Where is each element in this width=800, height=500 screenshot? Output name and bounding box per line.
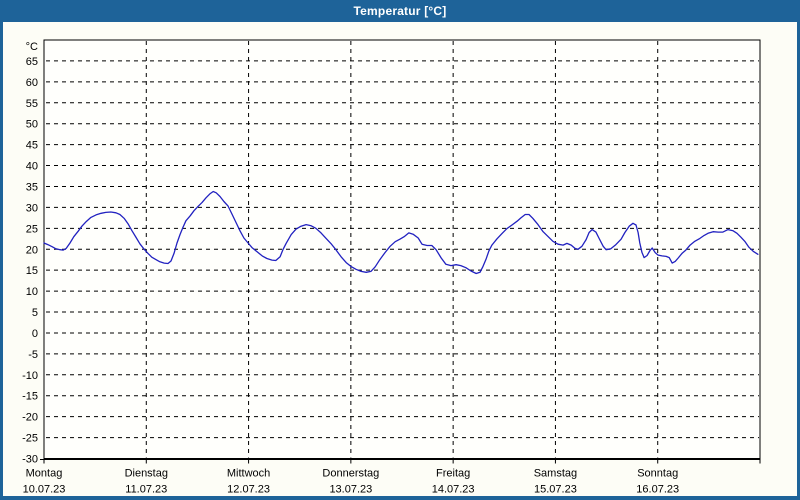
y-axis-tick-label: -5 <box>28 349 38 361</box>
window-title: Temperatur [°C] <box>353 4 447 18</box>
y-axis-unit-label: °C <box>26 41 38 53</box>
x-axis-day-label: Samstag <box>534 468 577 480</box>
x-axis-date-label: 14.07.23 <box>432 484 475 496</box>
x-axis-day-label: Donnerstag <box>322 468 379 480</box>
x-axis-day-label: Freitag <box>436 468 470 480</box>
y-axis-tick-label: -30 <box>22 454 38 466</box>
y-axis-tick-label: 60 <box>26 77 38 89</box>
y-axis-tick-label: -20 <box>22 412 38 424</box>
x-axis-date-label: 16.07.23 <box>636 484 679 496</box>
window-titlebar[interactable]: Temperatur [°C] <box>3 0 797 22</box>
x-axis-day-label: Mittwoch <box>227 468 270 480</box>
y-axis-tick-label: 0 <box>32 328 38 340</box>
x-axis-date-label: 10.07.23 <box>23 484 66 496</box>
x-axis-day-label: Montag <box>26 468 63 480</box>
y-axis-tick-label: 15 <box>26 265 38 277</box>
y-axis-tick-label: 25 <box>26 223 38 235</box>
y-axis-tick-label: 55 <box>26 98 38 110</box>
x-axis-date-label: 12.07.23 <box>227 484 270 496</box>
x-axis-date-label: 15.07.23 <box>534 484 577 496</box>
x-axis-date-label: 11.07.23 <box>125 484 167 496</box>
plot-frame <box>43 39 761 459</box>
y-axis-tick-label: 30 <box>26 202 38 214</box>
y-axis-tick-label: -25 <box>22 433 38 445</box>
y-axis-tick-label: 10 <box>26 286 38 298</box>
temperature-curve <box>43 190 759 275</box>
y-axis-tick-label: 5 <box>32 307 38 319</box>
y-axis-tick-label: 40 <box>26 161 38 173</box>
y-axis-tick-label: -10 <box>22 370 38 382</box>
y-axis-tick-label: 50 <box>26 119 38 131</box>
y-axis-tick-label: -15 <box>22 391 38 403</box>
temperature-chart: °C65605550454035302520151050-5-10-15-20-… <box>22 39 761 496</box>
y-axis-tick-label: 35 <box>26 181 38 193</box>
y-axis-tick-label: 20 <box>26 244 38 256</box>
x-axis-date-label: 13.07.23 <box>329 484 372 496</box>
y-axis-tick-label: 45 <box>26 140 38 152</box>
x-axis-day-label: Sonntag <box>637 468 678 480</box>
chart-area: °C 65 60 55 50 45 40 35 30 25 20 15 10 5 0 -5 -10 -15 -20-… <box>3 22 797 496</box>
y-axis-tick-label: 65 <box>26 56 38 68</box>
x-axis-day-label: Dienstag <box>125 468 168 480</box>
